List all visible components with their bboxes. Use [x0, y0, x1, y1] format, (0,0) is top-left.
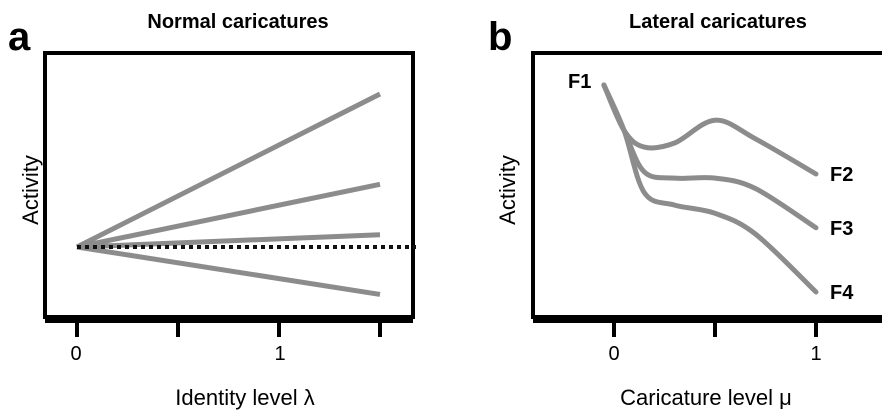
panel-b-plot-frame: [531, 51, 882, 319]
panel-b-tick-label-0: 0: [608, 343, 619, 365]
panel-a-series-line-4: [76, 244, 381, 297]
panel-a-plot-frame: [43, 51, 415, 319]
panel-b: b Lateral caricatures 0 1 Activity Caric…: [488, 11, 882, 410]
panel-letter-b: b: [488, 15, 512, 59]
panel-a: a Normal caricatures 0 1 Activity Identi…: [8, 11, 416, 410]
panel-b-series-label-f4: F4: [830, 282, 854, 304]
panel-b-x-axis-label: Caricature level μ: [620, 385, 792, 410]
panel-b-y-axis-label: Activity: [495, 155, 520, 225]
panel-a-plot-area: [75, 91, 416, 297]
panel-a-series-line-1: [75, 91, 382, 250]
panel-b-series-labels: F2 F3 F4: [830, 164, 854, 304]
panel-b-plot-area: [601, 82, 819, 295]
panel-a-series-line-3: [76, 232, 381, 250]
panel-a-x-ticks: [75, 321, 382, 337]
panel-a-x-axis-label: Identity level λ: [175, 385, 314, 410]
panel-a-title: Normal caricatures: [147, 11, 328, 33]
panel-b-title: Lateral caricatures: [629, 11, 807, 33]
panel-a-y-axis-label: Activity: [18, 155, 43, 225]
panel-b-series-label-f2: F2: [830, 164, 853, 186]
panel-a-series-line-2: [76, 181, 381, 250]
panel-a-tick-label-0: 0: [70, 343, 81, 365]
panel-letter-a: a: [8, 15, 31, 59]
panel-b-series-label-f3: F3: [830, 218, 853, 240]
panel-a-tick-label-1: 1: [274, 343, 285, 365]
panel-b-series-line-f4: [601, 82, 819, 295]
panel-b-x-ticks: [612, 321, 818, 337]
panel-b-tick-label-1: 1: [810, 343, 821, 365]
panel-b-start-label: F1: [568, 71, 591, 93]
